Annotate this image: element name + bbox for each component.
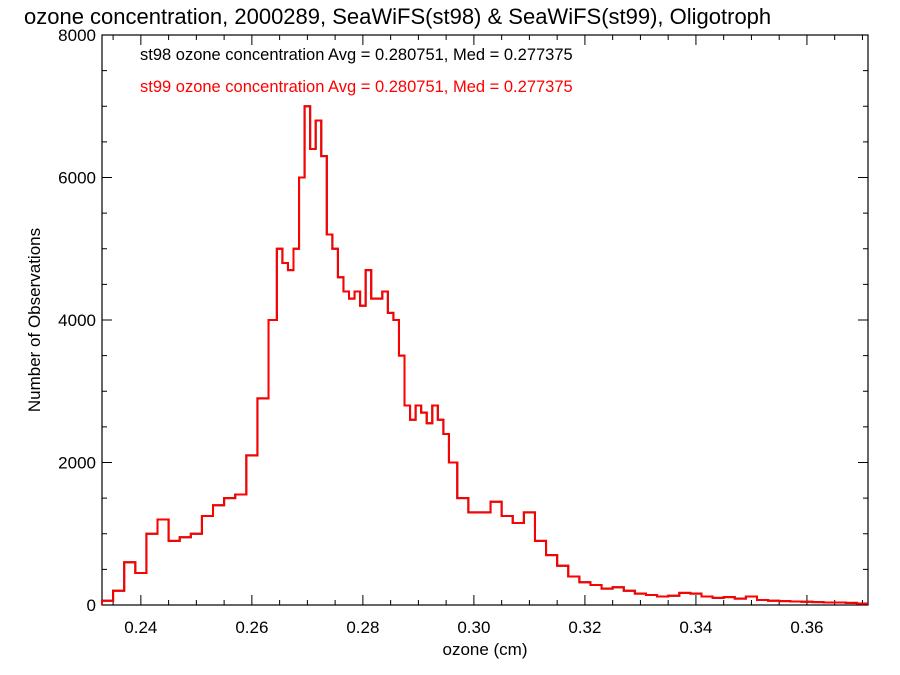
annotation-st99: st99 ozone concentration Avg = 0.280751,… — [140, 78, 573, 96]
x-tick-label: 0.24 — [124, 618, 157, 637]
y-axis: 0 2000 4000 6000 8000 — [58, 26, 868, 615]
histogram-series-0 — [101, 105, 868, 605]
annotation-st98: st98 ozone concentration Avg = 0.280751,… — [140, 46, 573, 64]
y-axis-label: Number of Observations — [25, 228, 44, 412]
plot-border — [101, 34, 869, 606]
y-tick-label: 2000 — [58, 454, 96, 473]
x-tick-label: 0.34 — [679, 618, 712, 637]
x-tick-label: 0.36 — [790, 618, 823, 637]
chart-title: ozone concentration, 2000289, SeaWiFS(st… — [24, 4, 771, 29]
y-tick-label: 8000 — [58, 26, 96, 45]
x-tick-label: 0.32 — [568, 618, 601, 637]
x-tick-label: 0.26 — [235, 618, 268, 637]
plot-frame — [101, 34, 869, 606]
y-tick-label: 4000 — [58, 311, 96, 330]
y-tick-label: 0 — [87, 596, 96, 615]
histogram-series-1 — [101, 105, 868, 605]
y-tick-label: 6000 — [58, 169, 96, 188]
x-tick-label: 0.30 — [457, 618, 490, 637]
x-tick-label: 0.28 — [346, 618, 379, 637]
x-axis: 0.24 0.26 0.28 0.30 0.32 0.34 0.36 — [112, 35, 863, 637]
series-layer — [101, 105, 868, 605]
x-axis-label: ozone (cm) — [442, 640, 527, 659]
